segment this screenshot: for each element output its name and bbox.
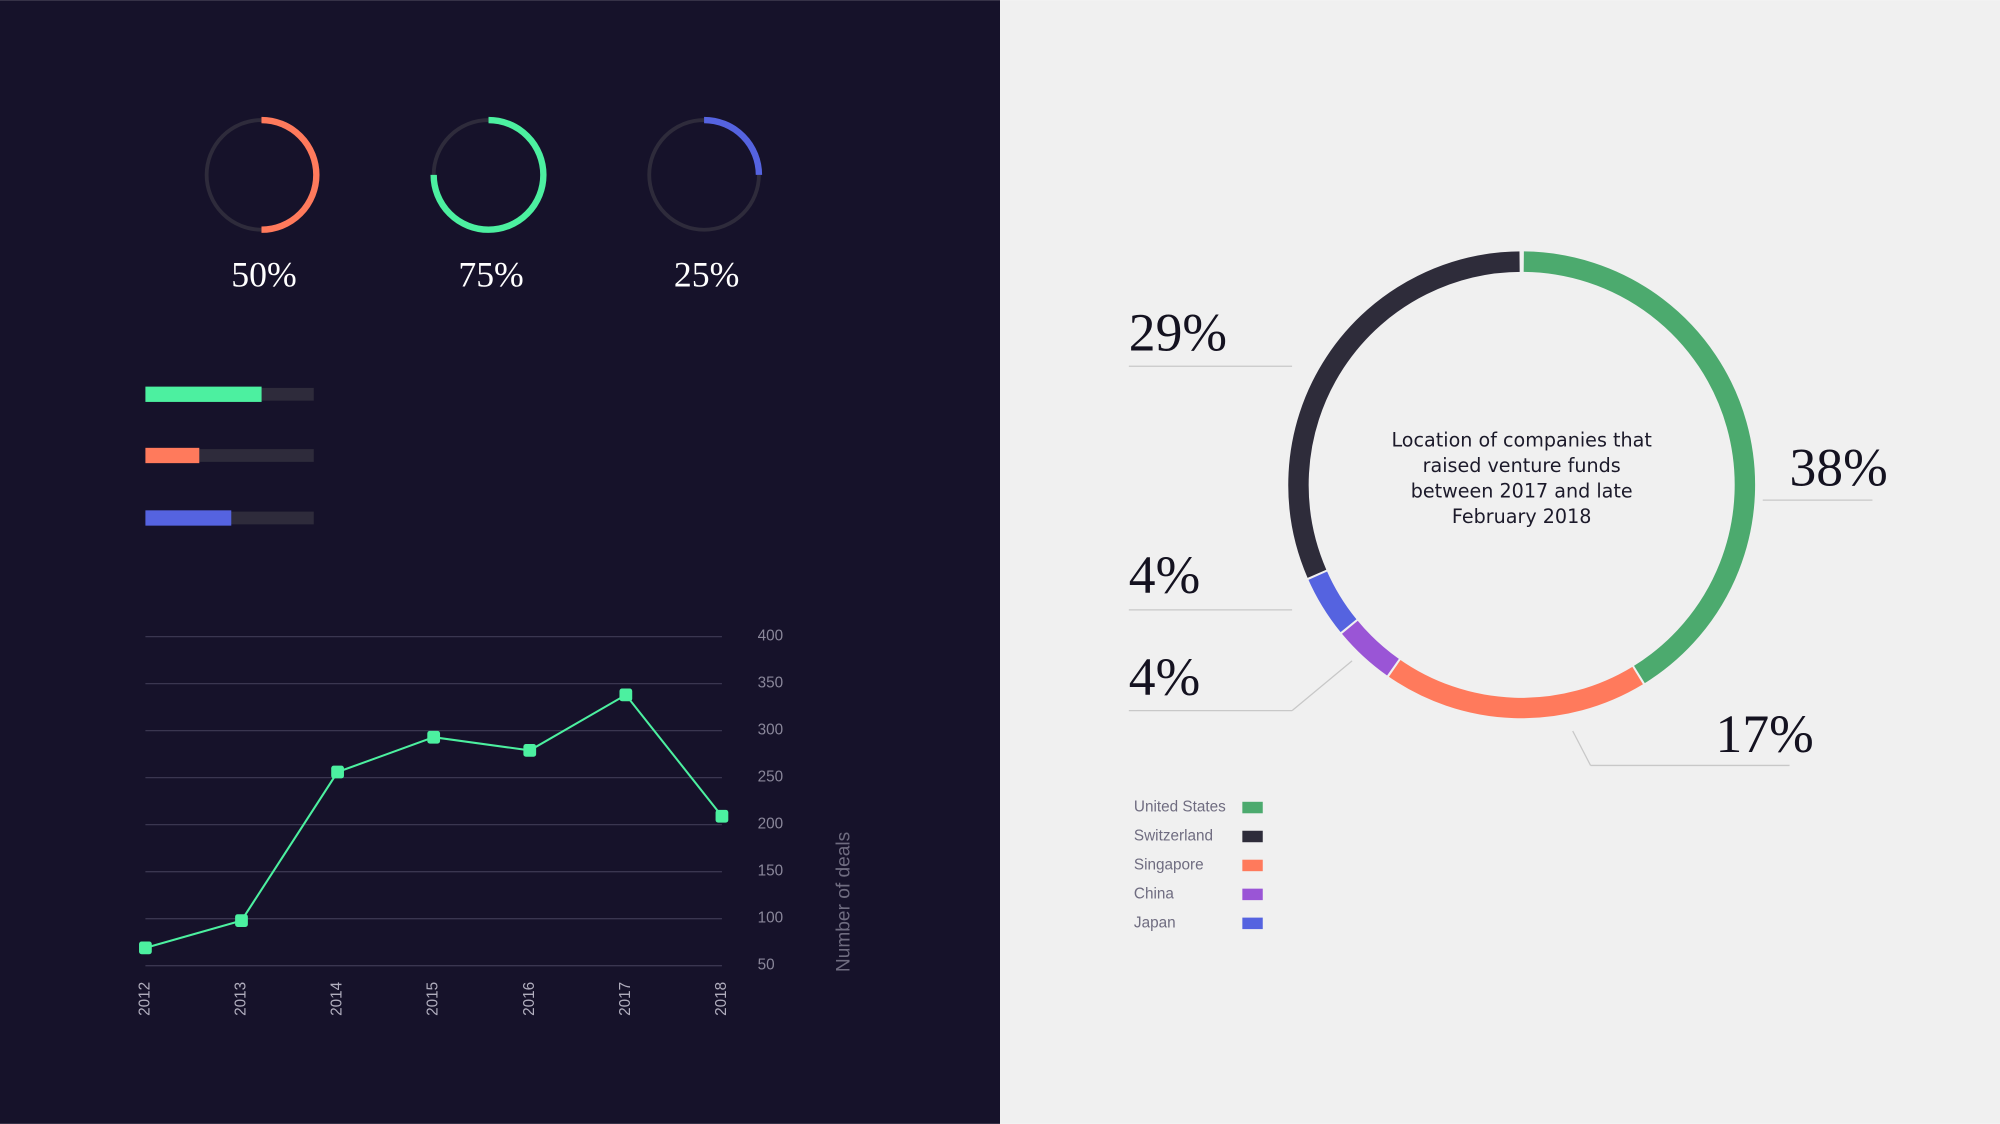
y-tick-label: 200: [758, 816, 784, 833]
legend-swatch: [1242, 801, 1263, 814]
y-tick-label: 400: [758, 628, 784, 645]
dark-panel: [0, 0, 1000, 1124]
y-axis-label: Number of deals: [833, 832, 854, 972]
legend-swatch: [1242, 888, 1263, 901]
y-tick-label: 300: [758, 722, 784, 739]
x-tick-label: 2015: [425, 982, 442, 1016]
x-tick-label: 2016: [521, 982, 538, 1016]
donut-segment: [1521, 251, 1756, 685]
slice-label: 29%: [1129, 302, 1227, 362]
y-tick-label: 50: [758, 957, 775, 974]
y-tick-label: 350: [758, 675, 784, 692]
slice-label: 17%: [1716, 704, 1814, 764]
donut-segment: [1288, 251, 1522, 578]
x-tick-label: 2013: [233, 982, 250, 1016]
y-tick-label: 150: [758, 863, 784, 880]
legend-label: Switzerland: [1134, 828, 1213, 845]
gauge-arc: [430, 116, 547, 233]
donut-segment: [1387, 658, 1643, 719]
bar: [145, 510, 232, 526]
donut-title-box: Location of companies that raised ventur…: [1391, 428, 1652, 529]
point: [427, 730, 441, 744]
gauge-label: 75%: [458, 254, 523, 294]
point: [139, 941, 152, 955]
leader-line: [1291, 660, 1353, 712]
legend-label: China: [1134, 885, 1174, 902]
legend-swatch: [1242, 859, 1263, 872]
x-tick-label: 2012: [136, 982, 153, 1016]
bar: [145, 447, 200, 464]
gauge-arc: [703, 116, 763, 175]
gauge-label: 50%: [231, 254, 296, 294]
point: [619, 688, 633, 702]
x-tick-label: 2017: [617, 982, 634, 1016]
legend-swatch: [1242, 830, 1263, 843]
legend-label: Singapore: [1134, 856, 1204, 873]
legend-label: United States: [1134, 799, 1226, 816]
light-panel: [1000, 0, 2000, 1124]
gauge-arc: [261, 116, 320, 233]
x-tick-label: 2018: [713, 982, 730, 1016]
slice-label: 4%: [1129, 647, 1200, 707]
gauge-label: 25%: [674, 254, 739, 294]
y-tick-label: 250: [758, 769, 784, 786]
donut-title: Location of companies that raised ventur…: [1391, 428, 1652, 529]
legend-swatch: [1242, 917, 1263, 930]
point: [331, 765, 344, 779]
slice-label: 38%: [1790, 438, 1888, 498]
y-tick-label: 100: [758, 910, 784, 927]
legend-label: Japan: [1134, 914, 1176, 931]
slice-label: 4%: [1129, 545, 1200, 605]
point: [523, 744, 537, 757]
point: [715, 809, 729, 823]
leader-line: [1572, 730, 1592, 766]
bar: [145, 386, 262, 402]
x-tick-label: 2014: [329, 981, 346, 1016]
point: [235, 914, 248, 927]
